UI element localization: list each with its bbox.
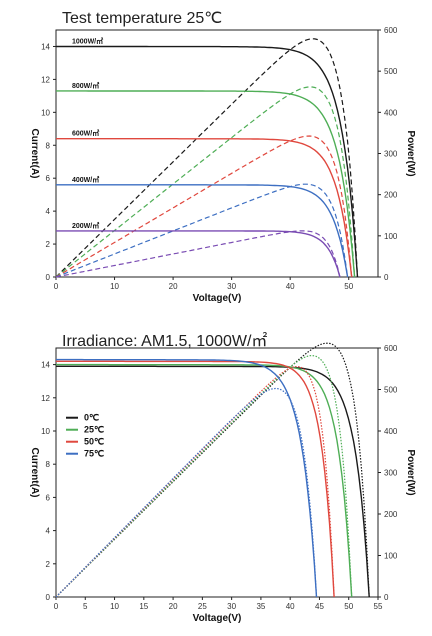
legend-label: 50℃ xyxy=(84,437,104,447)
y-tick-label: 2 xyxy=(46,560,51,569)
y-tick-label: 0 xyxy=(46,593,51,602)
power-curve xyxy=(55,86,356,278)
y-tick-label: 2 xyxy=(46,240,51,249)
y-tick-label: 14 xyxy=(41,42,50,51)
power-curve xyxy=(55,183,349,278)
x-tick-label: 40 xyxy=(286,602,295,611)
x-tick-label: 50 xyxy=(344,282,353,291)
y2-axis-label: Power(W) xyxy=(405,449,416,495)
y-tick-label: 12 xyxy=(41,394,50,403)
y-tick-label: 6 xyxy=(46,174,51,183)
y-tick-label: 14 xyxy=(41,361,50,370)
x-axis-label: Voltage(V) xyxy=(193,293,242,304)
y2-tick-label: 100 xyxy=(384,552,398,561)
y2-tick-label: 200 xyxy=(384,191,398,200)
x-tick-label: 35 xyxy=(256,602,265,611)
y-tick-label: 4 xyxy=(46,527,51,536)
plot-frame xyxy=(55,347,379,598)
x-tick-label: 20 xyxy=(169,602,178,611)
series-label: 1000W/㎡ xyxy=(72,36,103,45)
x-tick-label: 40 xyxy=(286,282,295,291)
x-tick-label: 10 xyxy=(110,602,119,611)
legend-label: 0℃ xyxy=(84,413,99,423)
y-tick-label: 10 xyxy=(41,427,50,436)
chart-title: Irradiance: AM1.5, 1000W/㎡ xyxy=(62,333,268,350)
y2-tick-label: 0 xyxy=(384,593,389,602)
current-curve xyxy=(56,363,353,598)
y-tick-label: 4 xyxy=(46,207,51,216)
x-tick-label: 20 xyxy=(169,282,178,291)
y-tick-label: 0 xyxy=(46,273,51,282)
plot-frame xyxy=(55,29,379,278)
x-tick-label: 30 xyxy=(227,602,236,611)
power-curve xyxy=(55,38,359,278)
y2-tick-label: 200 xyxy=(384,510,398,519)
series-label: 600W/㎡ xyxy=(72,129,99,138)
current-curve xyxy=(56,138,353,278)
power-curve xyxy=(55,230,341,278)
current-curve xyxy=(56,184,349,278)
x-tick-label: 50 xyxy=(344,602,353,611)
y2-tick-label: 100 xyxy=(384,232,398,241)
chart-panel-irradiance: 0 10 20 30 40 50 0 2 4 6 8 10 12 14 0 100 200 300 400 500 60… xyxy=(29,10,416,304)
y2-axis-label: Power(W) xyxy=(405,130,416,176)
chart-svg-irradiance: 0 10 20 30 40 5002468101214010020030040050060… xyxy=(29,26,416,304)
power-curve xyxy=(55,135,353,278)
current-curve xyxy=(56,365,370,598)
y2-tick-label: 600 xyxy=(384,26,398,35)
series-label: 800W/㎡ xyxy=(72,81,99,90)
y2-tick-label: 600 xyxy=(384,344,398,353)
x-axis-label: Voltage(V) xyxy=(193,613,242,624)
y-tick-label: 6 xyxy=(46,493,51,502)
y2-tick-label: 0 xyxy=(384,273,389,282)
chart-panel-temperature: 0 5 10 15 20 25 30 35 40 45 50 55 0 2 4 6 8 10 12 14 0 100 200… xyxy=(0,318,432,636)
x-tick-label: 15 xyxy=(139,602,148,611)
series-label: 200W/㎡ xyxy=(72,221,99,230)
x-tick-label: 30 xyxy=(227,282,236,291)
series-label: 400W/㎡ xyxy=(72,175,99,184)
y2-tick-label: 300 xyxy=(384,469,398,478)
legend-label: 25℃ xyxy=(84,425,104,435)
power-curve xyxy=(55,342,370,598)
y-tick-label: 8 xyxy=(46,460,51,469)
y-tick-label: 12 xyxy=(41,75,50,84)
y-axis-label: Current(A) xyxy=(29,129,40,179)
x-tick-label: 55 xyxy=(374,602,383,611)
x-tick-label: 5 xyxy=(83,602,88,611)
current-curve xyxy=(56,230,341,278)
current-curve xyxy=(56,360,335,598)
legend-label: 75℃ xyxy=(84,449,104,459)
chart-svg-temperature: 0 5 10 15 20 25 30 35 40 45 50 55024681012140100200… xyxy=(29,342,416,624)
y2-tick-label: 500 xyxy=(384,67,398,76)
x-tick-label: 25 xyxy=(198,602,207,611)
y2-tick-label: 400 xyxy=(384,427,398,436)
y-tick-label: 8 xyxy=(46,141,51,150)
y-axis-label: Current(A) xyxy=(29,448,40,498)
y2-tick-label: 500 xyxy=(384,386,398,395)
current-curve xyxy=(56,45,359,278)
current-curve xyxy=(56,90,356,278)
power-curve xyxy=(55,365,335,598)
x-tick-label: 10 xyxy=(110,282,119,291)
y2-tick-label: 400 xyxy=(384,108,398,117)
y-tick-label: 10 xyxy=(41,108,50,117)
y2-tick-label: 300 xyxy=(384,150,398,159)
x-tick-label: 0 xyxy=(54,602,59,611)
x-tick-label: 0 xyxy=(54,282,59,291)
x-tick-label: 45 xyxy=(315,602,324,611)
current-curve xyxy=(56,358,318,598)
chart-title: Test temperature 25℃ xyxy=(62,10,223,27)
